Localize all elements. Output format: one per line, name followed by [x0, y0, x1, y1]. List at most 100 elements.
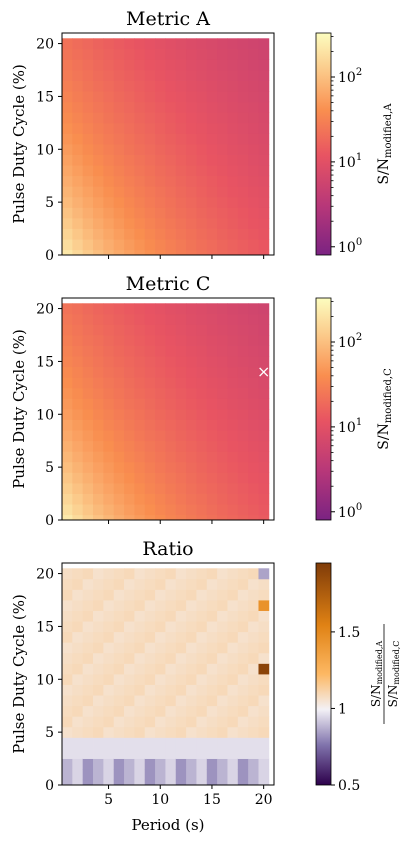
heatmap-cell [237, 748, 249, 759]
heatmap-cell [217, 239, 228, 251]
heatmap-cell [62, 313, 73, 325]
heatmap-cell [82, 430, 94, 442]
heatmap-cell [196, 769, 208, 781]
heatmap-cell [155, 461, 166, 473]
heatmap-cell [237, 726, 249, 738]
heatmap-cell [113, 769, 125, 781]
heatmap-cell [248, 642, 259, 654]
heatmap-cell [165, 493, 177, 505]
heatmap-cell [113, 610, 125, 622]
heatmap-cell [175, 483, 187, 494]
heatmap-cell [134, 175, 146, 187]
heatmap-cell [175, 196, 187, 208]
heatmap-cell [113, 705, 125, 717]
heatmap-cell [206, 249, 218, 255]
heatmap-cell [196, 80, 208, 92]
heatmap-cell [227, 398, 239, 410]
heatmap-cell [248, 674, 259, 685]
heatmap-cell [258, 324, 270, 336]
heatmap-cell [227, 165, 239, 177]
heatmap-cell [175, 239, 187, 251]
heatmap-cell [258, 483, 270, 494]
heatmap-cell [62, 335, 73, 346]
heatmap-cell [206, 504, 218, 516]
panel-title: Metric C [126, 273, 211, 295]
heatmap-cell [206, 377, 218, 389]
heatmap-cell [206, 48, 218, 60]
heatmap-cell [217, 461, 228, 473]
heatmap-cell [82, 472, 94, 484]
heatmap-cell [186, 345, 197, 357]
heatmap-cell [258, 568, 270, 580]
heatmap-cell [186, 652, 197, 664]
heatmap-cell [206, 589, 218, 601]
heatmap-cell [227, 419, 239, 431]
heatmap-cell [258, 196, 270, 208]
heatmap-cell [196, 91, 208, 103]
heatmap-cell [144, 38, 156, 50]
heatmap-cell [103, 387, 115, 399]
heatmap-cell [124, 366, 135, 378]
heatmap-cell [175, 398, 187, 410]
heatmap-cell [217, 578, 228, 590]
heatmap-cell [206, 642, 218, 654]
heatmap-cell [82, 80, 94, 92]
heatmap-cell [124, 112, 135, 124]
heatmap-cell [62, 674, 73, 685]
heatmap-cell [175, 705, 187, 717]
heatmap-cell [82, 59, 94, 71]
heatmap-cell [82, 239, 94, 251]
heatmap-cell [113, 419, 125, 431]
heatmap-cell [72, 366, 84, 378]
heatmap-cell [124, 122, 135, 134]
colorbar: 0.5 1 1.5 S/Nmodified,A S/Nmodified,C [315, 562, 401, 794]
heatmap-cell [72, 504, 84, 516]
heatmap-cell [206, 228, 218, 240]
heatmap-cell [186, 472, 197, 484]
heatmap-cell [62, 568, 73, 580]
heatmap-cell [155, 600, 166, 611]
heatmap-cell [165, 377, 177, 389]
heatmap-cell [165, 398, 177, 410]
heatmap-cell [248, 91, 259, 103]
heatmap-cell [186, 748, 197, 759]
heatmap-cell [124, 38, 135, 50]
heatmap-cell [62, 80, 73, 92]
heatmap-cell [206, 705, 218, 717]
heatmap-cell [93, 663, 104, 675]
heatmap-cell [103, 133, 115, 145]
heatmap-cell [93, 356, 104, 368]
heatmap-cell [227, 684, 239, 696]
heatmap-cell [124, 493, 135, 505]
heatmap-cell [72, 578, 84, 590]
heatmap-cell [196, 239, 208, 251]
heatmap-cell [103, 313, 115, 325]
heatmap-cell [217, 133, 228, 145]
heatmap-cell [165, 621, 177, 633]
heatmap-cell [248, 493, 259, 505]
heatmap-cell [248, 472, 259, 484]
heatmap-cell [103, 440, 115, 452]
heatmap-cell [144, 218, 156, 229]
heatmap-cell [258, 716, 270, 728]
heatmap-cell [237, 440, 249, 452]
heatmap-cell [144, 674, 156, 685]
heatmap-cell [155, 504, 166, 516]
heatmap-cell [72, 101, 84, 113]
heatmap-cell [113, 398, 125, 410]
heatmap-cell [155, 663, 166, 675]
heatmap-cell [248, 144, 259, 155]
heatmap-cell [217, 663, 228, 675]
heatmap-cell [186, 461, 197, 473]
heatmap-cell [237, 38, 249, 50]
heatmap-cell [165, 504, 177, 516]
heatmap-cell [206, 674, 218, 685]
heatmap-cell [186, 38, 197, 50]
heatmap-cell [175, 154, 187, 166]
heatmap-cell [134, 663, 146, 675]
heatmap-cell [227, 48, 239, 60]
heatmap-cell [165, 726, 177, 738]
heatmap-cell [72, 175, 84, 187]
heatmap-cell [62, 175, 73, 187]
heatmap-cell [155, 377, 166, 389]
